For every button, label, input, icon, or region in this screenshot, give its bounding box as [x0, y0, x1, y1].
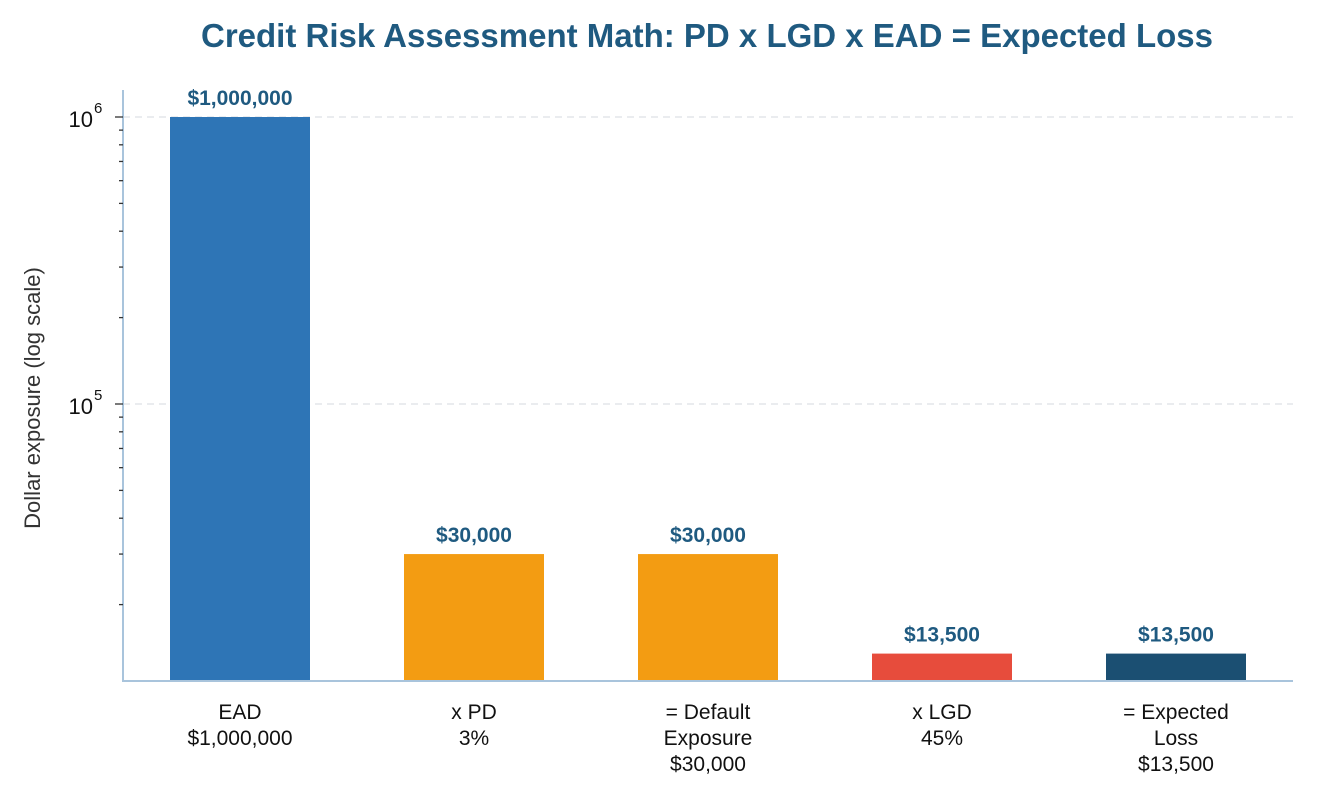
bar-0	[170, 117, 310, 681]
y-tick-label-0: 10	[69, 394, 93, 419]
y-axis-label: Dollar exposure (log scale)	[20, 267, 45, 529]
y-tick-label-1: 10	[69, 107, 93, 132]
y-tick-exponent-0: 5	[94, 387, 102, 404]
labels: $1,000,000 $30,000 $30,000 $13,500 $13,500 EA…	[69, 87, 1229, 776]
x-tick-label-1: x PD 3%	[451, 701, 497, 750]
bars	[170, 117, 1246, 681]
x-tick-label-3: x LGD 45%	[912, 701, 972, 750]
bar-value-label-1: $30,000	[436, 524, 512, 547]
bar-value-label-4: $13,500	[1138, 624, 1214, 647]
bar-4	[1106, 653, 1246, 681]
gridlines	[123, 116, 1293, 405]
bar-1	[404, 554, 544, 681]
x-tick-label-2: = Default Exposure $30,000	[664, 701, 753, 776]
bar-3	[872, 653, 1012, 681]
bar-value-label-3: $13,500	[904, 624, 980, 647]
bar-2	[638, 554, 778, 681]
x-tick-label-0: EAD $1,000,000	[187, 701, 292, 750]
y-tick-exponent-1: 6	[94, 100, 102, 117]
bar-value-label-2: $30,000	[670, 524, 746, 547]
chart-title: Credit Risk Assessment Math: PD x LGD x …	[201, 17, 1213, 54]
x-tick-label-4: = Expected Loss $13,500	[1123, 701, 1229, 776]
bar-value-label-0: $1,000,000	[187, 87, 292, 110]
axes	[115, 90, 1293, 682]
